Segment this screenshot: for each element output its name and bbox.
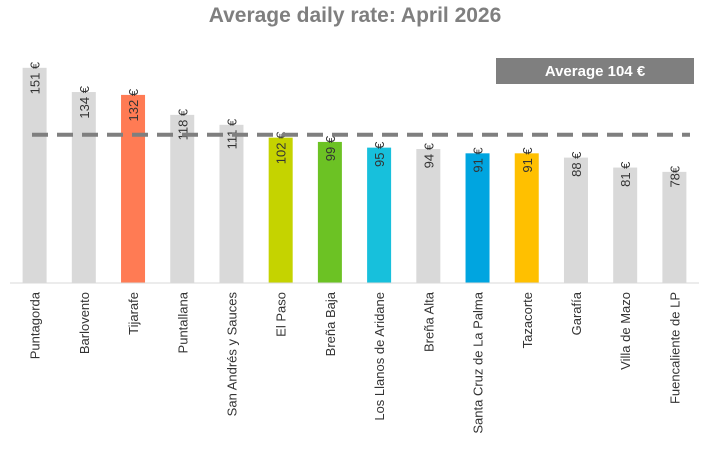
bar [317, 141, 342, 283]
bar [662, 171, 687, 283]
value-label: 91 € [471, 147, 486, 173]
bar [367, 147, 392, 283]
x-tick-label: Los Llanos de Aridane [372, 292, 387, 421]
x-tick-label: Puntallana [175, 291, 190, 353]
chart-title: Average daily rate: April 2026 [209, 4, 502, 27]
bar [465, 153, 490, 283]
value-label: 81 € [618, 161, 633, 187]
value-label: 91 € [520, 147, 535, 173]
bar [613, 167, 638, 283]
bar [71, 92, 96, 283]
value-label: 95 € [372, 141, 387, 167]
x-tick-label: Fuencaliente de LP [667, 292, 682, 404]
x-tick-label: Puntagorda [28, 291, 43, 359]
value-label: 151 € [28, 61, 43, 94]
bar [219, 124, 244, 283]
bar [416, 149, 441, 283]
bar [121, 94, 146, 284]
x-tick-label: Tazacorte [520, 292, 535, 348]
x-tick-label: Breña Alta [421, 291, 436, 352]
average-box [496, 58, 694, 84]
x-tick-label: Breña Baja [323, 291, 338, 356]
value-label: 132 € [126, 88, 141, 121]
value-label: 88 € [569, 151, 584, 177]
value-label: 111 € [224, 118, 239, 149]
x-tick-label: Garafía [569, 291, 584, 335]
value-label: 78€ [667, 165, 682, 187]
x-tick-label: Villa de Mazo [618, 292, 633, 370]
x-tick-label: Tijarafe [126, 292, 141, 335]
x-tick-label: San Andrés y Sauces [224, 292, 239, 417]
bar [563, 157, 588, 283]
value-label: 102 € [274, 131, 289, 164]
value-label: 134 € [77, 85, 92, 118]
bar [22, 67, 47, 283]
x-tick-label: Santa Cruz de La Palma [471, 291, 486, 433]
x-tick-label: El Paso [274, 292, 289, 337]
value-label: 94 € [421, 142, 436, 168]
bar [170, 114, 195, 283]
bar [514, 153, 539, 283]
value-label: 118 € [175, 108, 190, 140]
bar [268, 137, 293, 283]
x-tick-label: Barlovento [77, 292, 92, 354]
value-label: 99 € [323, 135, 338, 161]
average-label: Average 104 € [545, 63, 646, 80]
